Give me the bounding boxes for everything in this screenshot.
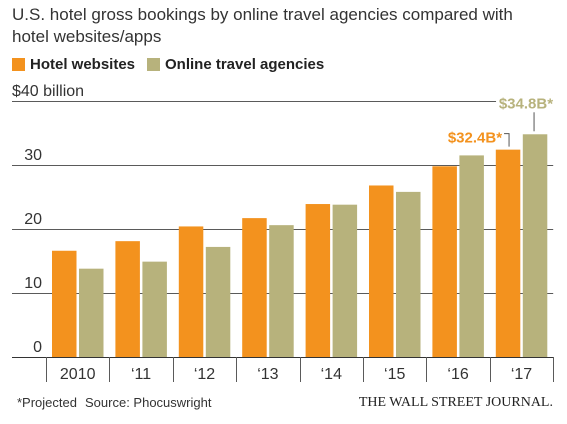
- y-tick-label: $40 billion: [12, 83, 84, 100]
- y-tick-label: 0: [33, 339, 42, 356]
- value-annotation-hotel-websites: $32.4B*: [445, 129, 510, 147]
- bar-online-travel-agencies: [269, 225, 294, 357]
- x-tick-label: ‘17: [511, 366, 532, 383]
- bar-hotel-websites: [432, 166, 457, 357]
- legend-item-online-travel-agencies: Online travel agencies: [147, 56, 324, 73]
- publisher-logo-text: THE WALL STREET JOURNAL.: [358, 395, 553, 410]
- bar-online-travel-agencies: [459, 155, 484, 357]
- legend-swatch-hotel-websites: [12, 58, 25, 71]
- x-tick-label: ‘14: [321, 366, 342, 383]
- x-tick-label: ‘16: [447, 366, 468, 383]
- bar-hotel-websites: [305, 204, 331, 357]
- y-tick-label: 30: [24, 147, 42, 164]
- bar-hotel-websites: [242, 218, 267, 357]
- y-tick-label: 20: [24, 211, 42, 228]
- bar-hotel-websites: [115, 241, 140, 357]
- bar-online-travel-agencies: [142, 261, 167, 357]
- x-axis: 2010 ‘11 ‘12 ‘13 ‘14 ‘15 ‘16 ‘17: [46, 357, 554, 383]
- legend-item-hotel-websites: Hotel websites: [12, 56, 135, 73]
- annotation-background: [445, 129, 504, 146]
- x-tick-label: 2010: [60, 366, 96, 383]
- bar-online-travel-agencies: [79, 268, 104, 357]
- annotation-bracket: [504, 133, 510, 147]
- bar-hotel-websites: [369, 185, 394, 357]
- value-label: $34.8B*: [499, 95, 553, 112]
- footnote-projected: *Projected: [17, 395, 77, 410]
- x-tick-label: ‘11: [131, 366, 151, 383]
- bar-online-travel-agencies: [396, 191, 421, 357]
- chart-title: U.S. hotel gross bookings by online trav…: [12, 5, 513, 46]
- bar-online-travel-agencies: [205, 246, 231, 357]
- value-label: $32.4B*: [448, 130, 502, 147]
- annotation-background: [496, 95, 555, 112]
- bar-hotel-websites: [178, 226, 204, 357]
- bar-online-travel-agencies: [332, 204, 358, 357]
- x-tick-label: ‘15: [384, 366, 405, 383]
- bar-hotel-websites: [495, 149, 521, 357]
- series-hotel-websites: [52, 149, 521, 357]
- legend-label-hotel-websites: Hotel websites: [30, 56, 136, 73]
- series-online-travel-agencies: [79, 134, 548, 357]
- bar-hotel-websites: [52, 250, 77, 357]
- y-tick-label: 10: [24, 275, 42, 292]
- bar-online-travel-agencies: [522, 134, 548, 357]
- source-credit: Source: Phocuswright: [85, 395, 212, 410]
- x-tick-label: ‘13: [257, 366, 278, 383]
- legend-label-online-travel-agencies: Online travel agencies: [165, 56, 325, 73]
- value-annotation-online-travel-agencies: $34.8B*: [496, 95, 555, 132]
- x-tick-label: ‘12: [194, 366, 215, 383]
- legend-swatch-online-travel-agencies: [147, 58, 160, 71]
